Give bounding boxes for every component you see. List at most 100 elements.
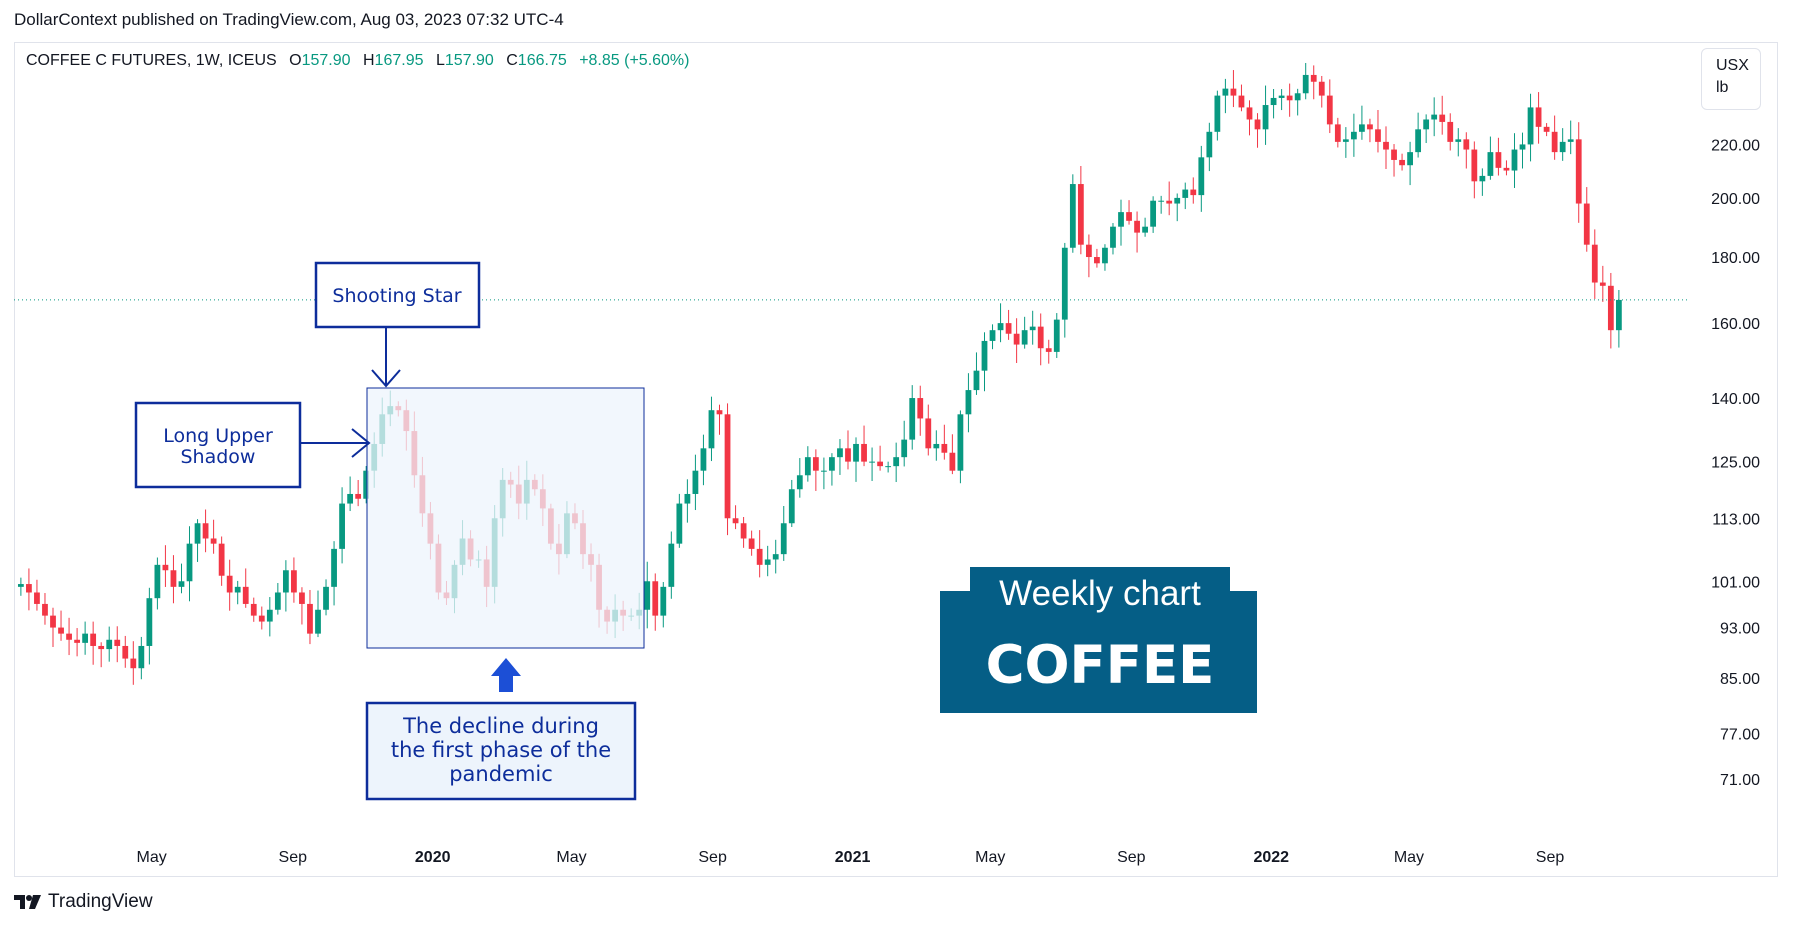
long-upper-shadow-arrowhead bbox=[351, 428, 371, 458]
candle-body bbox=[1118, 212, 1124, 227]
candle-body bbox=[226, 575, 233, 593]
candle-body bbox=[1029, 326, 1036, 331]
footer-logo[interactable]: TradingView bbox=[14, 891, 153, 913]
candle-body bbox=[949, 452, 956, 471]
candle-body bbox=[1206, 131, 1213, 158]
candle-body bbox=[1102, 247, 1108, 264]
price-tick-label: 101.00 bbox=[1711, 574, 1760, 591]
candle-body bbox=[1094, 257, 1100, 264]
candle-body bbox=[194, 523, 201, 544]
time-tick-label: Sep bbox=[1117, 849, 1146, 866]
candle-body bbox=[1110, 226, 1116, 248]
candle-body bbox=[1302, 74, 1309, 94]
candle-body bbox=[1077, 184, 1084, 245]
candle-body bbox=[1583, 203, 1590, 245]
candle-body bbox=[1479, 175, 1486, 182]
candle-body bbox=[1359, 124, 1365, 132]
candle-body bbox=[266, 609, 273, 622]
candle-body bbox=[1535, 107, 1542, 127]
candle-body bbox=[138, 645, 145, 669]
candle-body bbox=[1045, 348, 1052, 352]
price-tick-label: 160.00 bbox=[1711, 316, 1760, 333]
candle-body bbox=[202, 523, 209, 539]
decline-text-2: the first phase of the bbox=[391, 738, 611, 762]
candle-body bbox=[162, 564, 169, 571]
candle-body bbox=[1150, 200, 1157, 227]
time-tick-label: May bbox=[137, 849, 167, 866]
candle-body bbox=[291, 570, 297, 593]
weekly-chart-badge: Weekly chart COFFEE bbox=[940, 567, 1257, 713]
candle-body bbox=[178, 581, 185, 587]
candle-body bbox=[114, 639, 121, 646]
candle-body bbox=[1053, 319, 1060, 352]
candle-body bbox=[989, 330, 996, 341]
close-value: 166.75 bbox=[517, 52, 567, 69]
candle-body bbox=[307, 603, 313, 634]
candle-body bbox=[772, 554, 779, 560]
candle-body bbox=[282, 570, 289, 593]
long-upper-shadow-callout: Long Upper Shadow bbox=[134, 401, 371, 489]
candle-body bbox=[869, 461, 875, 463]
candle-body bbox=[1326, 95, 1333, 125]
candle-body bbox=[66, 633, 72, 640]
candle-body bbox=[1037, 326, 1044, 349]
candle-body bbox=[1399, 159, 1405, 166]
candle-body bbox=[1375, 129, 1381, 142]
price-axis: 220.00 200.00 180.00 160.00 140.00 125.00 113.… bbox=[1711, 137, 1760, 789]
candle-body bbox=[130, 658, 137, 669]
candle-body bbox=[355, 493, 362, 499]
candle-body bbox=[812, 457, 819, 471]
candle-body bbox=[837, 448, 843, 458]
candle-body bbox=[1182, 189, 1189, 198]
time-tick-label: May bbox=[975, 849, 1005, 866]
candle-body bbox=[1455, 139, 1462, 142]
candle-body bbox=[780, 523, 787, 555]
candle-body bbox=[965, 390, 972, 415]
candle-body bbox=[363, 470, 370, 499]
unit-button[interactable]: USX lb bbox=[1701, 48, 1761, 110]
candle-body bbox=[748, 538, 755, 549]
candle-body bbox=[1270, 97, 1277, 106]
candle-body bbox=[1158, 200, 1165, 202]
candle-body bbox=[1431, 114, 1438, 120]
candle-body bbox=[708, 410, 715, 449]
candle-body bbox=[893, 457, 900, 467]
price-tick-label: 77.00 bbox=[1720, 727, 1760, 744]
chart-pane[interactable] bbox=[14, 42, 1778, 877]
candle-body bbox=[1487, 152, 1494, 176]
time-tick-label: Sep bbox=[698, 849, 727, 866]
candle-body bbox=[58, 627, 64, 634]
candle-body bbox=[98, 645, 105, 650]
candle-body bbox=[1238, 95, 1245, 108]
candle-body bbox=[42, 603, 48, 616]
candle-body bbox=[1310, 74, 1317, 82]
candle-body bbox=[885, 466, 892, 468]
badge-symbol: COFFEE bbox=[986, 635, 1215, 696]
candle-body bbox=[1511, 149, 1518, 171]
candle-body bbox=[1214, 95, 1221, 132]
candle-body bbox=[74, 639, 80, 643]
candle-body bbox=[829, 457, 835, 471]
candle-body bbox=[1222, 88, 1229, 96]
decline-callout: The decline during the first phase of th… bbox=[365, 658, 637, 801]
candle-body bbox=[1471, 149, 1478, 182]
candle-body bbox=[853, 443, 859, 462]
time-tick-label: Sep bbox=[1536, 849, 1565, 866]
candle-body bbox=[740, 523, 747, 539]
candle-body bbox=[1142, 226, 1148, 233]
candle-body bbox=[1447, 121, 1454, 142]
candle-body bbox=[1174, 197, 1181, 204]
time-tick-label: Sep bbox=[279, 849, 308, 866]
candle-body bbox=[347, 493, 354, 504]
time-tick-label: May bbox=[556, 849, 586, 866]
candle-body bbox=[1061, 247, 1068, 320]
candle-body bbox=[186, 543, 193, 582]
long-upper-shadow-text-1: Long Upper bbox=[163, 425, 273, 447]
symbol-label: COFFEE C FUTURES, 1W, ICEUS bbox=[26, 52, 277, 69]
candle-body bbox=[1439, 114, 1446, 122]
candle-body bbox=[644, 581, 651, 610]
candle-body bbox=[668, 543, 675, 587]
candle-body bbox=[1519, 144, 1526, 150]
candle-body bbox=[323, 586, 329, 610]
